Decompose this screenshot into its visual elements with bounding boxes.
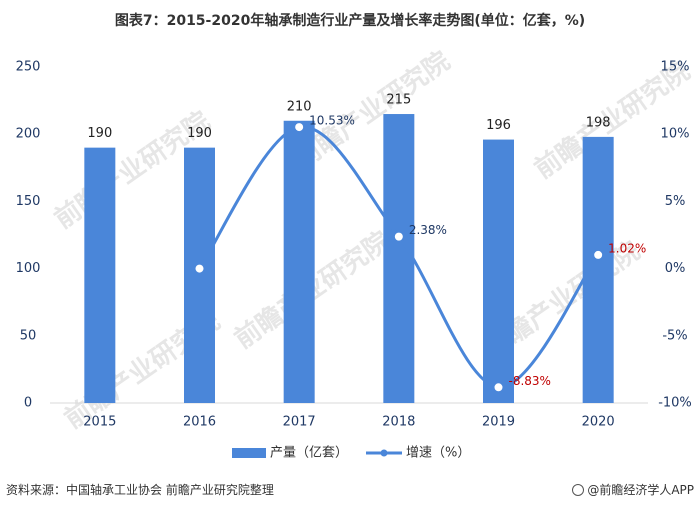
legend-line-marker xyxy=(380,449,388,457)
legend-line-label: 增速（%） xyxy=(406,446,470,461)
right-axis-tick-label: -10% xyxy=(658,396,692,411)
right-axis-tick-label: 15% xyxy=(661,60,690,75)
growth-data-label: 10.53% xyxy=(309,114,355,128)
growth-point xyxy=(492,381,505,394)
bar xyxy=(184,147,215,403)
left-axis-tick-label: 50 xyxy=(20,328,37,343)
growth-point xyxy=(592,248,605,261)
left-axis-tick-label: 250 xyxy=(16,60,41,75)
bar-data-label: 196 xyxy=(486,118,511,133)
x-axis-tick-label: 2015 xyxy=(83,415,116,430)
source-note: 资料来源：中国轴承工业协会 前瞻产业研究院整理 xyxy=(6,483,274,497)
left-axis-tick-label: 0 xyxy=(24,396,32,411)
bar xyxy=(84,147,116,403)
x-axis-tick-label: 2016 xyxy=(183,415,216,430)
left-axis-tick-label: 150 xyxy=(16,194,41,209)
legend-bar-swatch xyxy=(232,448,266,458)
growth-point xyxy=(293,121,306,134)
bar-data-label: 190 xyxy=(187,126,212,141)
x-axis-tick-label: 2017 xyxy=(283,415,316,430)
right-axis-tick-label: 0% xyxy=(665,261,686,276)
brand-text: @前瞻经济学人APP xyxy=(587,483,694,497)
right-axis-tick-label: 10% xyxy=(661,127,690,142)
bar xyxy=(483,139,514,404)
legend-bar-label: 产量（亿套） xyxy=(270,445,348,461)
x-axis-tick-label: 2020 xyxy=(582,415,615,430)
growth-data-label: 1.02% xyxy=(608,241,646,255)
left-axis-tick-label: 100 xyxy=(16,261,41,276)
brand-logo-icon xyxy=(572,483,585,496)
growth-data-label: -8.83% xyxy=(509,374,551,388)
brand-credit: @前瞻经济学人APP xyxy=(572,481,694,498)
bar-data-label: 215 xyxy=(386,93,411,108)
bar xyxy=(383,114,415,403)
bar-data-label: 198 xyxy=(586,115,611,130)
x-axis-tick-label: 2018 xyxy=(382,415,415,430)
growth-data-label: 2.38% xyxy=(409,223,447,237)
chart-title: 图表7：2015-2020年轴承制造行业产量及增长率走势图(单位：亿套，%) xyxy=(114,13,586,29)
bar xyxy=(283,120,315,403)
growth-point xyxy=(392,230,405,243)
bar-data-label: 190 xyxy=(87,126,112,141)
x-axis-tick-label: 2019 xyxy=(482,415,515,430)
right-axis-tick-label: 5% xyxy=(665,194,686,209)
growth-point xyxy=(193,262,206,275)
bar-data-label: 210 xyxy=(287,99,312,114)
right-axis-tick-label: -5% xyxy=(662,328,687,343)
left-axis-tick-label: 200 xyxy=(16,127,41,142)
